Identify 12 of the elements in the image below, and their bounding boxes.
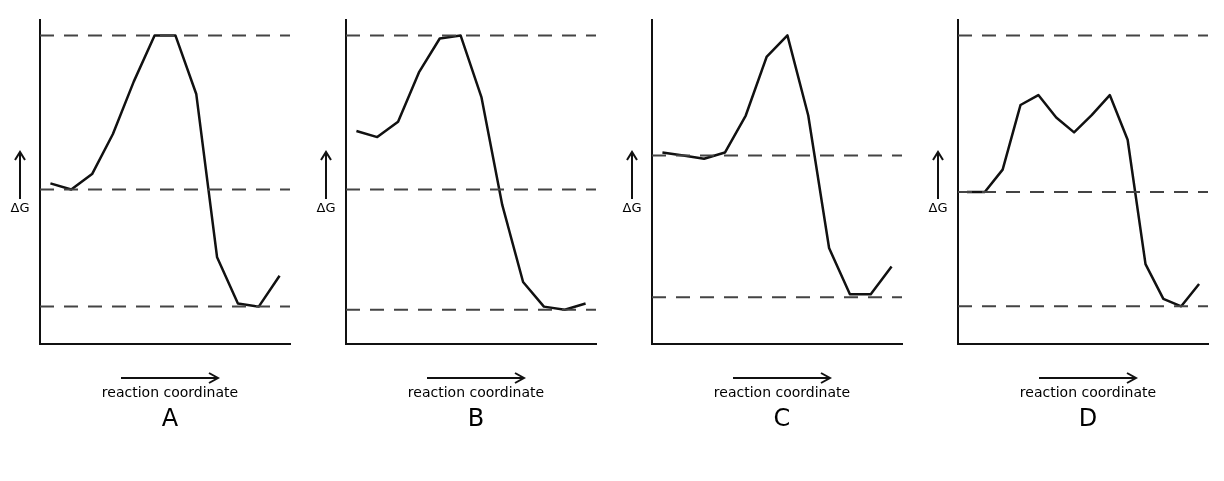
x-axis-title: reaction coordinate [407,384,545,400]
text: B [467,404,485,432]
y-axis-title: ΔG [316,200,336,215]
x-axis-title: reaction coordinate [713,384,851,400]
x-axis-title: reaction coordinate [101,384,239,400]
y-axis-title: ΔG [928,200,948,215]
y-axis-title: ΔG [10,200,30,215]
y-axis-title: ΔG [622,200,642,215]
x-axis-title: reaction coordinate [1019,384,1157,400]
text: A [161,404,179,432]
text: D [1078,404,1098,432]
text: C [773,404,791,432]
